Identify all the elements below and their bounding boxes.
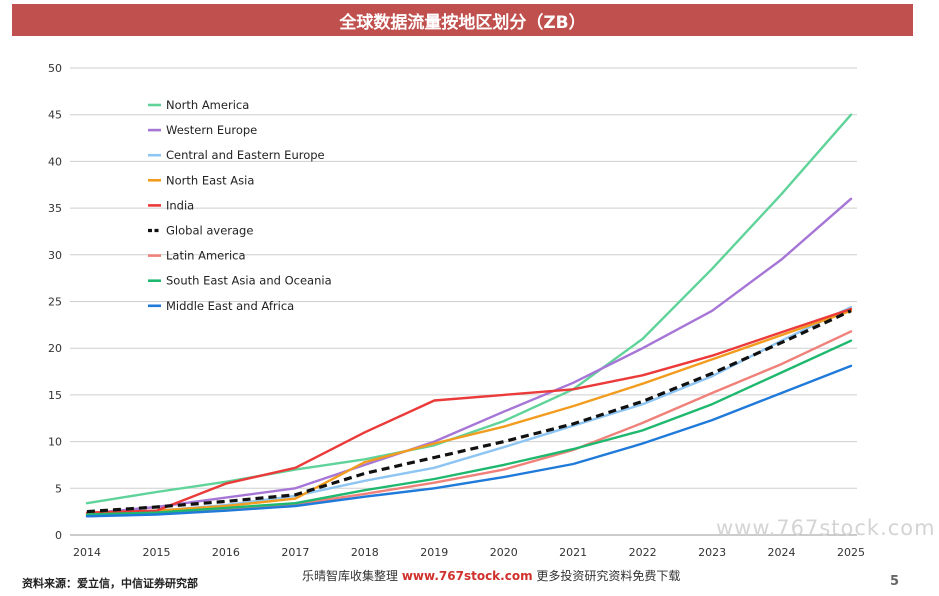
x-tick-label: 2017	[281, 546, 309, 559]
y-tick-label: 25	[48, 296, 62, 309]
x-tick-label: 2025	[837, 546, 865, 559]
x-tick-label: 2020	[490, 546, 518, 559]
x-tick-label: 2019	[420, 546, 448, 559]
x-tick-label: 2018	[351, 546, 379, 559]
x-tick-label: 2021	[559, 546, 587, 559]
y-axis: 0 5 10 15 20 25 30 35 40 45 50	[48, 62, 62, 542]
legend-label-1: Western Europe	[166, 123, 257, 137]
y-tick-label: 45	[48, 109, 62, 122]
x-axis: 2014 2015 2016 2017 2018 2019 2020 2021 2022 2023…	[73, 546, 865, 559]
chart-title: 全球数据流量按地区划分（ZB）	[12, 4, 913, 36]
legend-label-6: Latin America	[166, 249, 246, 263]
legend-label-3: North East Asia	[166, 173, 254, 187]
x-tick-label: 2023	[698, 546, 726, 559]
x-tick-label: 2016	[212, 546, 240, 559]
series-line-8	[85, 364, 853, 518]
footer-site-link[interactable]: www.767stock.com	[401, 569, 533, 583]
watermark-text: www.767stock.com	[716, 516, 936, 540]
page-number: 5	[890, 574, 900, 589]
legend-label-5: Global average	[166, 224, 253, 238]
footer-promo-suffix: 更多投资研究资料免费下载	[536, 569, 681, 583]
legend-label-4: India	[166, 198, 194, 212]
series-line-4	[85, 307, 853, 514]
y-tick-label: 35	[48, 202, 62, 215]
y-tick-label: 5	[55, 482, 62, 495]
y-tick-label: 50	[48, 62, 62, 75]
footer-promo-prefix: 乐晴智库收集整理	[302, 569, 399, 583]
grid-lines	[70, 67, 857, 536]
series-line-5	[86, 309, 852, 514]
source-note: 资料来源：爱立信，中信证券研究部	[22, 577, 198, 590]
legend-label-2: Central and Eastern Europe	[166, 148, 325, 162]
series-line-1	[85, 197, 853, 515]
series-line-0	[85, 113, 853, 505]
y-tick-label: 15	[48, 389, 62, 402]
y-tick-label: 10	[48, 436, 62, 449]
footer-promo: 乐晴智库收集整理 www.767stock.com 更多投资研究资料免费下载	[302, 567, 680, 584]
series-line-3	[85, 309, 853, 516]
legend-label-7: South East Asia and Oceania	[166, 274, 332, 288]
x-tick-label: 2022	[629, 546, 657, 559]
x-tick-label: 2014	[73, 546, 101, 559]
x-tick-label: 2024	[768, 546, 796, 559]
y-tick-label: 30	[48, 249, 62, 262]
series-lines	[85, 113, 853, 518]
legend-label-0: North America	[166, 98, 249, 112]
y-tick-label: 40	[48, 155, 62, 168]
x-tick-label: 2015	[142, 546, 170, 559]
legend: North America Western Europe Central and E…	[148, 98, 332, 313]
y-tick-label: 20	[48, 342, 62, 355]
series-line-7	[85, 339, 853, 516]
legend-label-8: Middle East and Africa	[166, 299, 294, 313]
y-tick-label: 0	[55, 529, 62, 542]
